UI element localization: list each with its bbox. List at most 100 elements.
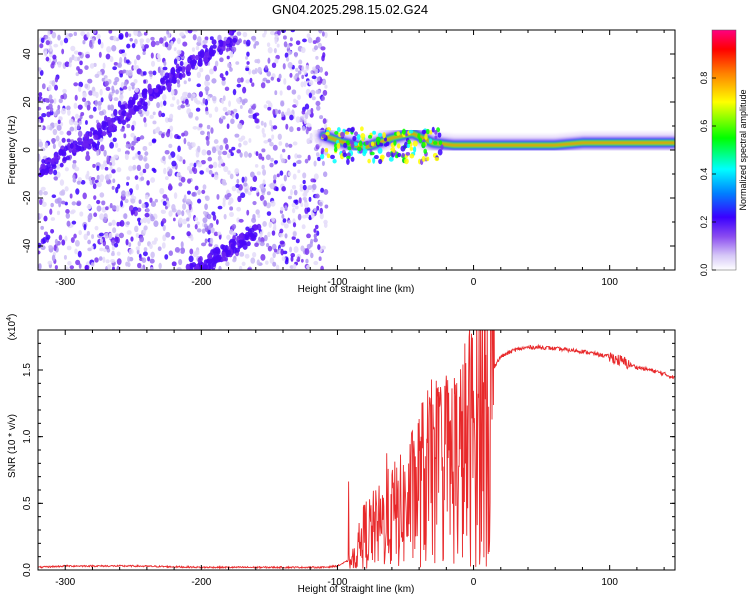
spectrogram-noise-dot: [88, 114, 94, 119]
spectrogram-noise-dot: [273, 248, 278, 253]
spectrogram-noise-dot: [162, 200, 167, 206]
spectrogram-noise-dot: [119, 73, 123, 78]
spectrogram-noise-dot: [139, 171, 144, 176]
spectrogram-noise-dot: [310, 107, 314, 113]
spectrogram-noise-dot: [146, 217, 151, 224]
spectrogram-noise-dot: [192, 30, 198, 33]
spectrogram-noise-dot: [74, 113, 79, 119]
spectrogram-noise-dot: [99, 213, 104, 220]
spectrogram-noise-dot: [56, 197, 62, 204]
spectrogram-noise-dot: [209, 237, 214, 245]
spectrogram-noise-dot: [255, 188, 259, 193]
spectrogram-noise-dot: [145, 207, 150, 213]
spectrogram-noise-dot: [306, 109, 312, 115]
spectrogram-noise-dot: [111, 205, 117, 210]
spectrogram-noise-dot: [93, 30, 97, 34]
spectrogram-noise-dot: [70, 237, 75, 243]
spectrogram-noise-dot: [287, 195, 292, 200]
spectrogram-noise-dot: [309, 132, 313, 139]
spectrogram-noise-dot: [49, 45, 53, 52]
spectrogram-noise-dot: [188, 112, 193, 119]
spectrogram-noise-dot: [55, 135, 60, 142]
spectrogram-track-1-dot: [141, 93, 148, 99]
spectrogram-noise-dot: [78, 263, 82, 269]
spectrogram-noise-dot: [295, 67, 299, 72]
spectrogram-noise-dot: [151, 240, 157, 245]
spectrogram-noise-dot: [126, 230, 132, 235]
spectrogram-noise-dot: [130, 198, 136, 204]
spectrogram-noise-dot: [66, 105, 71, 111]
spectrogram-track-1-dot: [161, 85, 166, 91]
spectrogram-noise-dot: [283, 174, 287, 182]
spectrogram-noise-dot: [263, 234, 268, 242]
spectrogram-noise-dot: [150, 60, 156, 67]
spectrogram-noise-dot: [162, 234, 167, 242]
spectrogram-noise-dot: [207, 95, 211, 102]
spectrogram-noise-dot: [223, 166, 229, 173]
spectrogram-noise-dot: [292, 162, 297, 167]
spectrogram-noise-dot: [186, 231, 191, 237]
spectrogram-noise-dot: [157, 246, 162, 252]
spectrogram-noise-dot: [287, 220, 292, 224]
spectrogram-carrier-speckle: [353, 142, 359, 147]
spectrogram-noise-dot: [53, 43, 59, 48]
spectrogram-noise-dot: [222, 106, 228, 112]
spectrogram-noise-dot: [87, 214, 93, 221]
spectrogram-track-1-dot: [160, 77, 165, 84]
spectrogram-carrier-speckle: [384, 137, 388, 142]
spectrogram-noise-dot: [144, 163, 150, 170]
spectrogram-carrier-speckle: [352, 135, 357, 141]
spectrogram-noise-dot: [236, 31, 242, 36]
spectrogram-carrier-speckle: [362, 148, 368, 154]
spectrogram-noise-dot: [266, 211, 272, 216]
spectrogram-noise-dot: [169, 113, 174, 119]
spectrogram-noise-dot: [269, 182, 275, 190]
spectrogram-track-2-dot: [221, 256, 227, 262]
spectrogram-noise-dot: [132, 120, 137, 127]
spectrogram-carrier-speckle: [406, 143, 410, 149]
spectrogram-noise-dot: [67, 260, 72, 266]
spectrogram-noise-dot: [105, 53, 111, 60]
spectrogram-noise-dot: [321, 31, 325, 37]
snr-scale-note: (x104): [6, 314, 18, 341]
snr-xtick-label: -100: [327, 577, 347, 588]
spectrogram-noise-dot: [226, 55, 230, 60]
spectrogram-noise-dot: [246, 209, 250, 216]
spectrogram-noise-dot: [125, 261, 129, 267]
spectrogram-track-1-dot: [79, 146, 85, 152]
snr-panel: -300 -200 -100 0 100 0.0 0.5 1.0 1.5 Height of …: [6, 314, 676, 595]
spectrogram-carrier-speckle: [423, 148, 428, 154]
spectrogram-noise-dot: [164, 254, 169, 260]
spectrogram-noise-dot: [218, 265, 222, 270]
spectrogram-noise-dot: [161, 112, 166, 118]
spectrogram-noise-dot: [289, 72, 293, 78]
spectrogram-noise-dot: [174, 246, 181, 253]
spectrogram-noise-dot: [231, 224, 237, 230]
spectrogram-noise-dot: [268, 221, 272, 228]
spectrogram-noise-dot: [208, 169, 213, 175]
spectrogram-noise-dot: [45, 40, 50, 46]
spectrogram-track-1-dot: [83, 133, 89, 141]
spectrogram-noise-dot: [204, 203, 208, 210]
spectrogram-noise-dot: [60, 189, 66, 196]
spectrogram-noise-dot: [232, 258, 237, 263]
spectrogram-noise-dot: [172, 217, 176, 222]
spectrogram-carrier-speckle: [372, 157, 376, 164]
spectrogram-noise-dot: [84, 83, 89, 89]
spectrogram-noise-dot: [162, 94, 167, 101]
spectrogram-track-2-dot: [221, 244, 227, 251]
spectrogram-noise-dot: [229, 206, 234, 211]
spectrogram-carrier-speckle: [376, 138, 380, 146]
spectrogram-carrier-speckle: [393, 140, 397, 146]
spectrogram-noise-dot: [277, 133, 282, 140]
spectrogram-noise-dot: [207, 214, 212, 220]
spectrogram-carrier-speckle: [350, 142, 355, 149]
spectrogram-noise-dot: [225, 261, 230, 267]
spectrogram-noise-dot: [207, 156, 213, 162]
spectrogram-noise-dot: [122, 86, 128, 90]
spectrogram-noise-dot: [96, 174, 100, 181]
spectrogram-noise-dot: [176, 135, 181, 140]
spectrogram-noise-dot: [300, 46, 306, 54]
spectrogram-carrier-speckle: [424, 133, 428, 140]
